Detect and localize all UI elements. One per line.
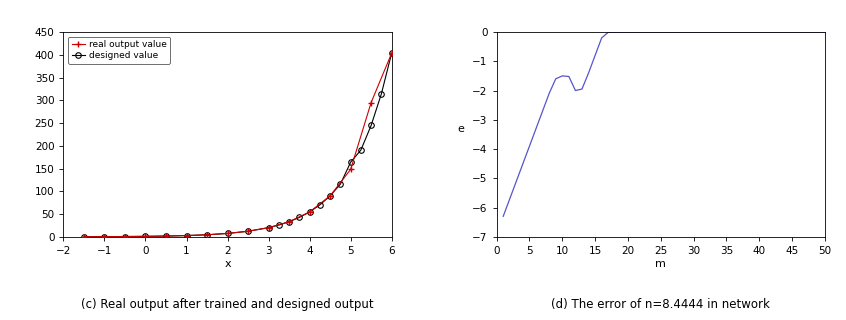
- real output value: [79, 235, 89, 239]
- real output value: [99, 235, 109, 238]
- Line: real output value: real output value: [80, 50, 395, 240]
- designed value: [222, 231, 233, 235]
- designed value: [99, 235, 109, 238]
- real output value: [161, 234, 171, 238]
- real output value: [345, 168, 355, 172]
- designed value: [161, 234, 171, 238]
- real output value: [202, 233, 212, 237]
- real output value: [222, 231, 233, 235]
- designed value: [387, 51, 397, 55]
- Text: (d) The error of n=8.4444 in network: (d) The error of n=8.4444 in network: [552, 298, 770, 311]
- real output value: [181, 234, 191, 237]
- designed value: [79, 235, 89, 239]
- designed value: [284, 220, 294, 224]
- Text: (c) Real output after trained and designed output: (c) Real output after trained and design…: [81, 298, 374, 311]
- designed value: [315, 203, 325, 207]
- designed value: [120, 235, 130, 238]
- designed value: [345, 160, 355, 164]
- designed value: [376, 92, 387, 96]
- designed value: [366, 124, 376, 127]
- real output value: [243, 229, 253, 233]
- Y-axis label: e: e: [458, 124, 464, 134]
- real output value: [263, 226, 273, 229]
- real output value: [284, 220, 294, 224]
- real output value: [325, 194, 335, 198]
- real output value: [140, 235, 151, 238]
- Legend: real output value, designed value: real output value, designed value: [68, 36, 170, 64]
- designed value: [274, 223, 284, 227]
- designed value: [181, 234, 191, 237]
- X-axis label: m: m: [656, 259, 666, 268]
- designed value: [294, 216, 305, 220]
- Line: designed value: designed value: [81, 51, 394, 239]
- X-axis label: x: x: [224, 259, 231, 268]
- designed value: [335, 182, 345, 186]
- designed value: [305, 210, 315, 214]
- designed value: [263, 226, 273, 229]
- real output value: [120, 235, 130, 238]
- real output value: [305, 210, 315, 214]
- designed value: [356, 148, 366, 152]
- designed value: [202, 233, 212, 237]
- real output value: [387, 51, 397, 55]
- real output value: [366, 100, 376, 104]
- designed value: [325, 194, 335, 198]
- designed value: [140, 235, 151, 238]
- designed value: [243, 229, 253, 233]
